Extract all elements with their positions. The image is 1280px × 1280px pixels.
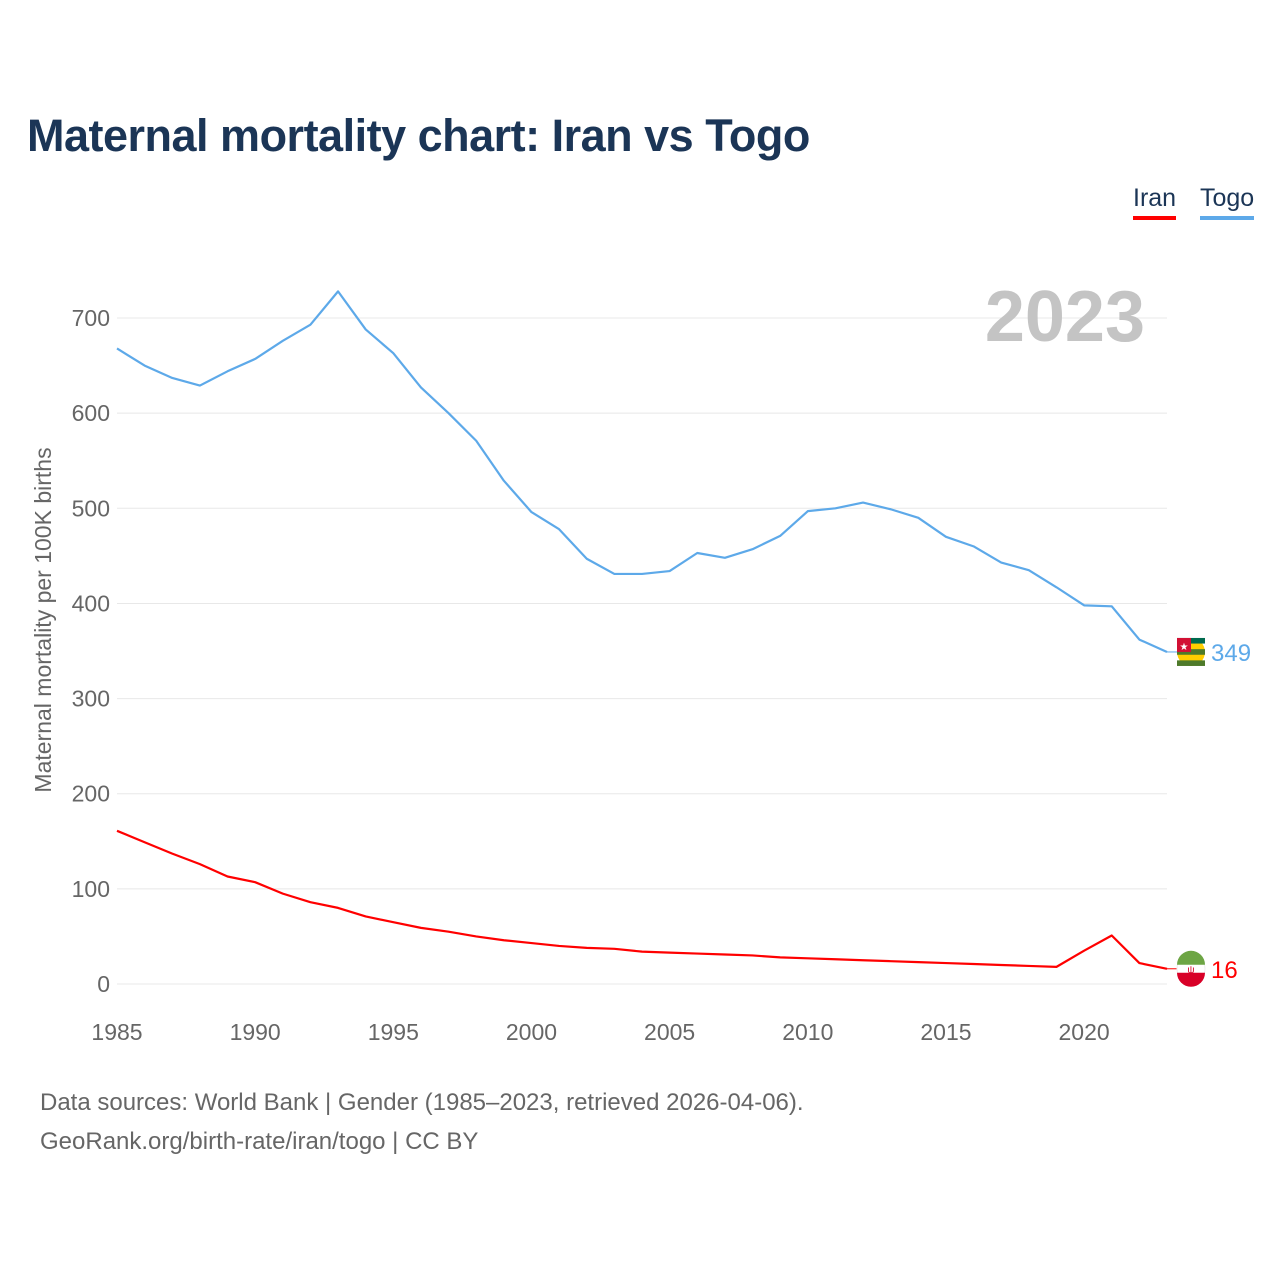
source-note: Data sources: World Bank | Gender (1985–… [40, 1089, 804, 1116]
x-tick-label: 1985 [91, 1019, 142, 1045]
x-tick-label: 1995 [368, 1019, 419, 1045]
y-tick-label: 0 [97, 971, 110, 997]
legend-iran[interactable]: Iran [1133, 184, 1177, 220]
y-tick-label: 500 [72, 495, 110, 521]
flag-canton [1177, 637, 1191, 652]
x-tick-label: 1990 [230, 1019, 281, 1045]
end-value-label-iran: 16 [1211, 957, 1238, 984]
flag-stripe [1177, 972, 1205, 987]
x-tick-label: 2020 [1059, 1019, 1110, 1045]
y-tick-label: 100 [72, 876, 110, 902]
series-line-togo [116, 290, 1168, 653]
flag-stripe [1177, 950, 1205, 965]
y-axis-label: Maternal mortality per 100K births [30, 447, 56, 792]
x-tick-label: 2000 [506, 1019, 557, 1045]
emblem-icon: ψ [1187, 965, 1194, 976]
series-line-iran [116, 829, 1168, 970]
x-tick-label: 2015 [920, 1019, 971, 1045]
x-tick-label: 2010 [782, 1019, 833, 1045]
flag-stripe [1177, 660, 1205, 666]
x-tick-label: 2005 [644, 1019, 695, 1045]
y-tick-label: 700 [72, 305, 110, 331]
legend-togo[interactable]: Togo [1200, 184, 1255, 220]
end-value-label-togo: 349 [1211, 640, 1251, 667]
y-tick-label: 400 [72, 590, 110, 616]
y-tick-label: 600 [72, 400, 110, 426]
source-link[interactable]: GeoRank.org/birth-rate/iran/togo | CC BY [40, 1128, 479, 1155]
star-icon: ★ [1180, 642, 1189, 653]
y-tick-label: 200 [72, 781, 110, 807]
chart-title: Maternal mortality chart: Iran vs Togo [27, 110, 810, 161]
year-watermark: 2023 [985, 277, 1145, 357]
y-tick-label: 300 [72, 686, 110, 712]
